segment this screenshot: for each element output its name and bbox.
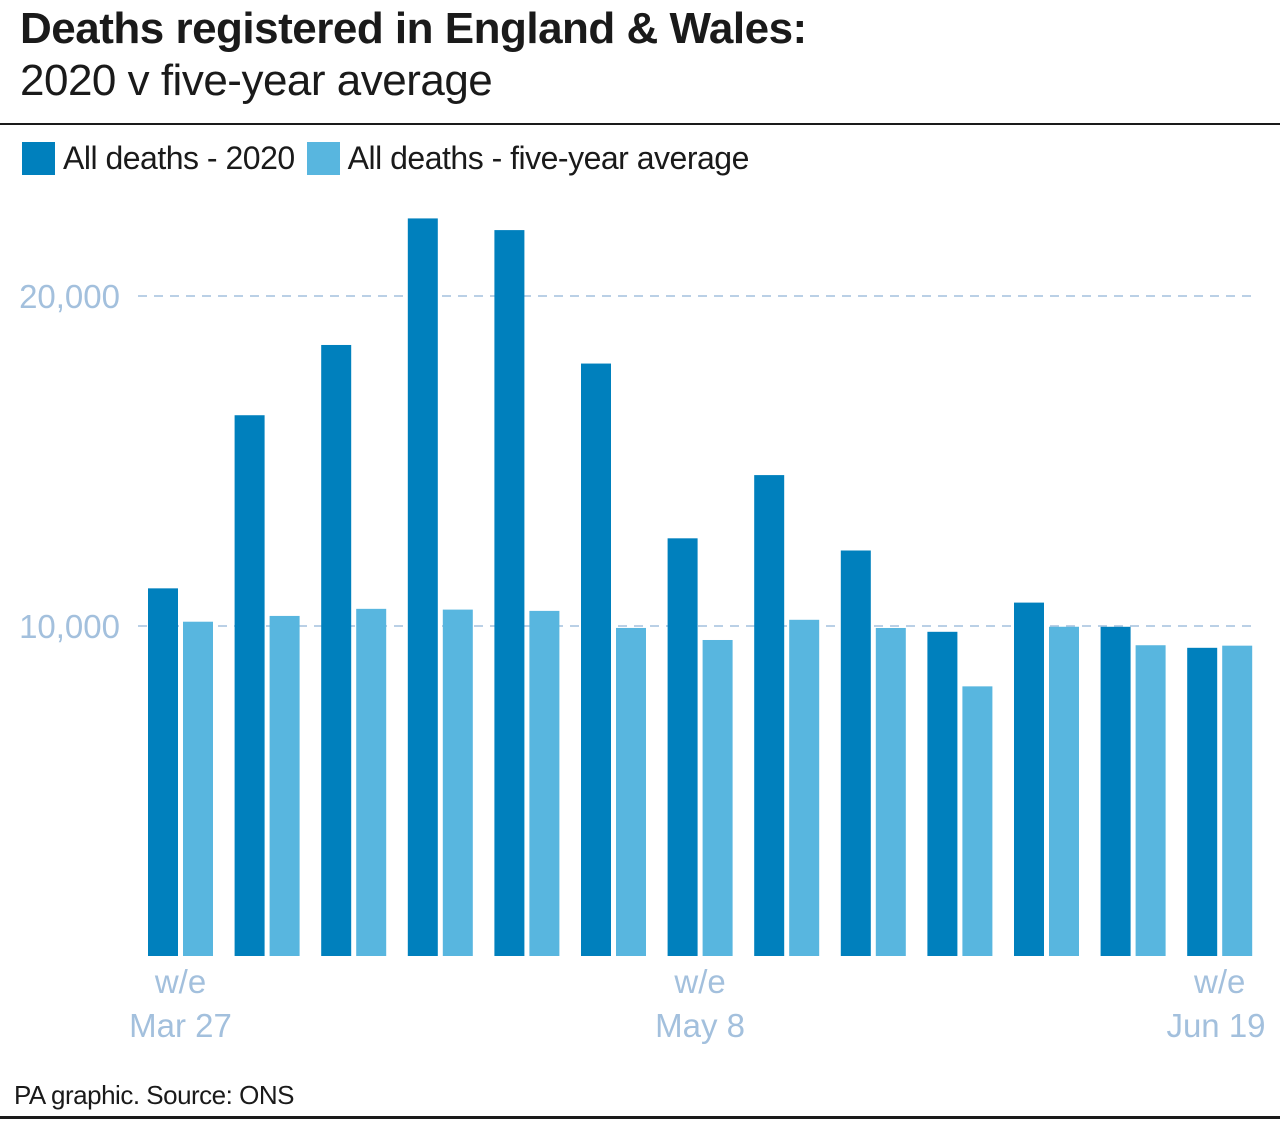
x-tick-label: w/e xyxy=(1193,963,1245,1000)
bar-2020 xyxy=(148,588,178,956)
legend-swatch-2020 xyxy=(22,142,55,175)
y-tick-label: 10,000 xyxy=(19,608,120,645)
legend: All deaths - 2020 All deaths - five-year… xyxy=(22,140,761,177)
x-tick-label: Mar 27 xyxy=(129,1007,232,1044)
bar-five-year-average xyxy=(1135,645,1166,956)
chart-subtitle: 2020 v five-year average xyxy=(20,56,493,105)
bar-2020 xyxy=(927,631,958,956)
bar-five-year-average xyxy=(702,639,733,956)
bar-2020 xyxy=(1014,602,1044,956)
bar-2020 xyxy=(494,230,525,956)
bar-2020 xyxy=(1187,647,1218,956)
x-tick-label: May 8 xyxy=(655,1007,745,1044)
x-tick-label: w/e xyxy=(673,963,725,1000)
source-note: PA graphic. Source: ONS xyxy=(14,1080,294,1110)
bar-2020 xyxy=(667,538,698,956)
legend-label-2020: All deaths - 2020 xyxy=(63,140,295,176)
chart-title: Deaths registered in England & Wales: xyxy=(20,4,807,53)
bar-five-year-average xyxy=(1049,626,1079,956)
bar-five-year-average xyxy=(875,627,906,956)
bar-2020 xyxy=(1100,626,1131,956)
bar-2020 xyxy=(840,550,871,956)
bar-five-year-average xyxy=(269,615,300,956)
bar-2020 xyxy=(234,415,265,956)
legend-item-2020: All deaths - 2020 xyxy=(22,140,295,177)
legend-item-average: All deaths - five-year average xyxy=(306,140,750,177)
bar-2020 xyxy=(407,218,438,957)
y-tick-label: 20,000 xyxy=(19,278,120,315)
bar-five-year-average xyxy=(616,627,646,956)
legend-swatch-average xyxy=(306,142,340,175)
bar-five-year-average xyxy=(962,686,993,956)
legend-label-average: All deaths - five-year average xyxy=(347,140,750,176)
top-divider xyxy=(0,123,1280,125)
bar-five-year-average xyxy=(1222,645,1253,956)
x-tick-label: Jun 19 xyxy=(1166,1007,1265,1044)
bar-2020 xyxy=(321,344,352,956)
bar-2020 xyxy=(754,475,785,956)
bar-2020 xyxy=(581,363,611,956)
bar-five-year-average xyxy=(789,619,820,956)
bar-five-year-average xyxy=(529,610,560,956)
bottom-divider xyxy=(0,1116,1280,1119)
bar-five-year-average xyxy=(183,621,213,956)
bar-five-year-average xyxy=(356,608,387,956)
x-tick-label: w/e xyxy=(154,963,206,1000)
bar-five-year-average xyxy=(442,609,473,956)
